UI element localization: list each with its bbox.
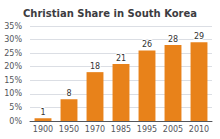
svg-text:15%: 15%	[4, 76, 22, 85]
svg-text:18: 18	[90, 62, 100, 71]
svg-text:8: 8	[66, 89, 71, 98]
svg-text:35%: 35%	[4, 22, 22, 31]
svg-text:28: 28	[168, 35, 178, 44]
svg-text:21: 21	[116, 54, 126, 63]
svg-text:1985: 1985	[111, 125, 131, 134]
svg-text:26: 26	[142, 40, 152, 49]
svg-text:1: 1	[40, 108, 45, 117]
svg-text:1950: 1950	[59, 125, 79, 134]
svg-text:0%: 0%	[9, 117, 22, 126]
svg-text:1900: 1900	[33, 125, 53, 134]
svg-text:10%: 10%	[4, 89, 22, 98]
svg-text:Christian Share in South Korea: Christian Share in South Korea	[23, 8, 197, 19]
svg-text:25%: 25%	[4, 49, 22, 58]
svg-text:1995: 1995	[137, 125, 157, 134]
svg-text:29: 29	[194, 32, 204, 41]
svg-text:2005: 2005	[163, 125, 183, 134]
svg-text:2010: 2010	[189, 125, 209, 134]
svg-text:30%: 30%	[4, 35, 22, 44]
svg-text:1970: 1970	[85, 125, 105, 134]
svg-text:20%: 20%	[4, 62, 22, 71]
svg-text:5%: 5%	[9, 103, 22, 112]
